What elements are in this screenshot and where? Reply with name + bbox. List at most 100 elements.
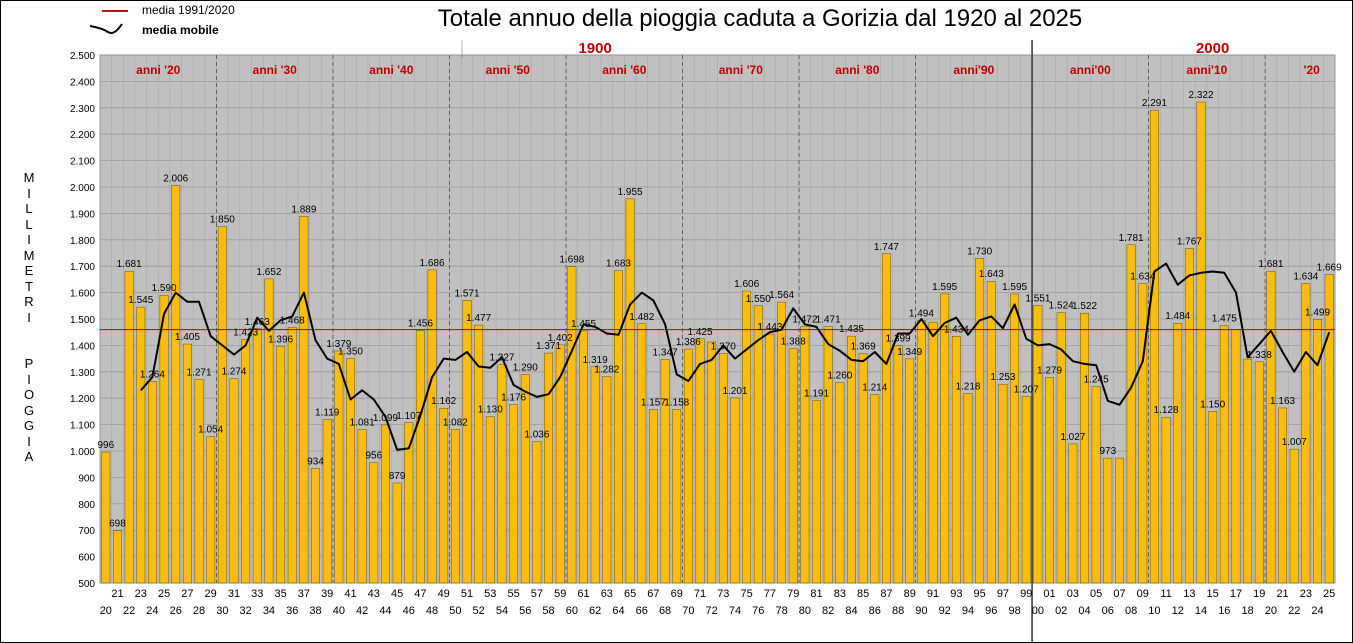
bar	[439, 407, 449, 584]
data-label: 1.889	[291, 204, 316, 215]
x-tick-label: 82	[822, 605, 834, 617]
y-tick-label: 1.000	[70, 447, 95, 458]
x-tick-label: 88	[892, 605, 904, 617]
x-tick-label: 44	[379, 605, 391, 617]
bar	[683, 348, 693, 584]
decade-label: anni'90	[953, 63, 994, 77]
x-tick-label: 19	[1253, 588, 1265, 600]
decade-label: anni '70	[719, 63, 764, 77]
bar	[1045, 377, 1054, 584]
x-tick-label: 00	[1032, 605, 1044, 617]
y-axis-label-letter: I	[27, 185, 31, 201]
bar	[788, 348, 798, 584]
bar	[194, 379, 204, 584]
x-tick-label: 12	[1172, 605, 1184, 617]
data-label: 1.550	[746, 294, 771, 305]
legend-swatch-moving-average	[89, 23, 123, 34]
x-tick-label: 59	[554, 588, 566, 600]
data-label: 1.455	[571, 319, 596, 330]
legend-swatch-mean	[102, 10, 128, 12]
data-label: 1.099	[373, 413, 398, 424]
bar	[474, 324, 484, 584]
data-label: 1.107	[396, 411, 421, 422]
data-label: 1.370	[711, 341, 736, 352]
y-tick-label: 1.700	[70, 262, 95, 273]
x-tick-label: 54	[496, 605, 508, 617]
x-tick-label: 63	[601, 588, 613, 600]
data-label: 1.349	[897, 347, 922, 358]
x-tick-label: 66	[636, 605, 648, 617]
data-label: 1.484	[1165, 311, 1190, 322]
y-tick-label: 800	[78, 500, 95, 511]
x-tick-label: 50	[449, 605, 461, 617]
bar	[881, 253, 891, 584]
data-label: 1.260	[827, 370, 852, 381]
y-axis-label-letter: T	[25, 278, 33, 294]
y-axis-label-letter: I	[27, 309, 31, 325]
x-tick-label: 92	[939, 605, 951, 617]
data-label: 1.850	[210, 215, 235, 226]
y-tick-label: 2.000	[70, 183, 95, 194]
y-tick-label: 600	[78, 553, 95, 564]
data-label: 1.683	[606, 259, 631, 270]
data-label: 1.443	[757, 322, 782, 333]
bar	[159, 294, 169, 584]
bar	[509, 404, 519, 584]
x-tick-label: 20	[100, 605, 112, 617]
data-label: 2.322	[1188, 90, 1213, 101]
x-tick-label: 32	[240, 605, 252, 617]
x-tick-label: 18	[1241, 605, 1253, 617]
bar	[753, 305, 763, 584]
x-tick-label: 68	[659, 605, 671, 617]
data-label: 1.499	[1305, 307, 1330, 318]
data-label: 1.162	[431, 396, 456, 407]
bar	[136, 306, 146, 584]
bar	[1324, 274, 1334, 584]
data-label: 1.271	[187, 367, 212, 378]
bar	[1080, 312, 1089, 584]
bar	[1161, 416, 1171, 584]
data-label: 1.279	[1037, 365, 1062, 376]
data-label: 1.652	[256, 267, 281, 278]
data-label: 2.291	[1142, 98, 1167, 109]
x-tick-label: 27	[181, 588, 193, 600]
data-label: 1.522	[1072, 301, 1097, 312]
x-tick-label: 74	[729, 605, 741, 617]
data-label: 1.369	[851, 342, 876, 353]
moving-average-line	[140, 262, 1331, 451]
bar	[1254, 361, 1264, 584]
data-label: 1.456	[408, 319, 433, 330]
bar	[229, 378, 239, 584]
bar	[1184, 248, 1194, 584]
bar	[940, 293, 950, 584]
bar	[101, 451, 111, 584]
data-label: 1.027	[1060, 432, 1085, 443]
data-label: 1.396	[268, 334, 293, 345]
data-label: 1.571	[454, 288, 479, 299]
bar	[1068, 443, 1078, 584]
data-label: 1.634	[1130, 272, 1155, 283]
bar	[311, 468, 320, 584]
data-label: 1.402	[548, 333, 573, 344]
y-tick-label: 2.500	[70, 51, 95, 62]
x-tick-label: 51	[461, 588, 473, 600]
data-label: 1.698	[559, 255, 584, 266]
century-label: 1900	[578, 40, 611, 57]
x-tick-label: 84	[845, 605, 857, 617]
data-label: 1.163	[1270, 396, 1295, 407]
data-label: 1.463	[245, 317, 270, 328]
data-label: 1.347	[653, 347, 678, 358]
x-tick-label: 21	[111, 588, 123, 600]
bar	[648, 409, 658, 584]
x-tick-label: 64	[612, 605, 624, 617]
bar	[672, 409, 682, 584]
x-tick-label: 22	[1288, 605, 1300, 617]
decade-label: anni '40	[369, 63, 414, 77]
data-label: 1.405	[175, 332, 200, 343]
x-tick-label: 22	[123, 605, 135, 617]
x-tick-label: 49	[438, 588, 450, 600]
bar	[800, 326, 810, 584]
data-label: 1.379	[326, 339, 351, 350]
bar	[1149, 109, 1159, 584]
